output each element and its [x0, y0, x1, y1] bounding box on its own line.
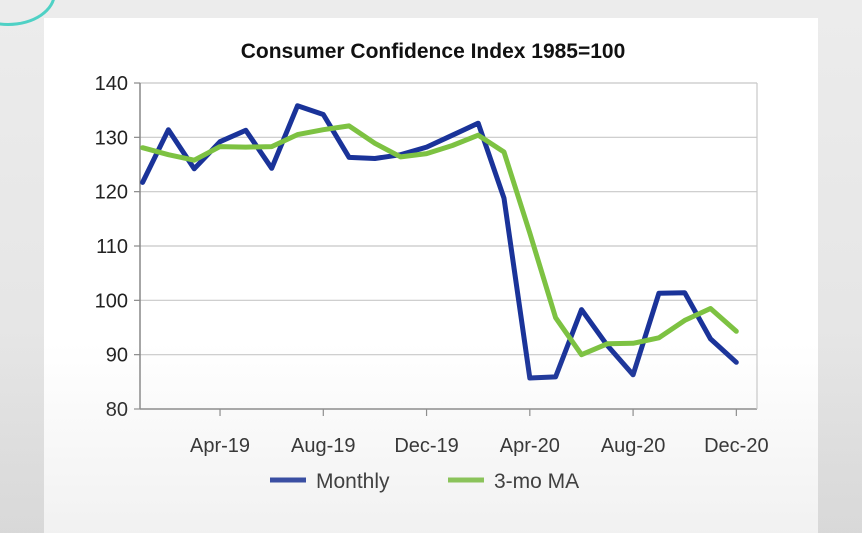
x-tick-label-1: Aug-19	[291, 435, 356, 457]
legend-label-monthly: Monthly	[316, 470, 390, 493]
y-tick-label-90: 90	[106, 345, 128, 367]
x-tick-label-3: Apr-20	[500, 435, 560, 457]
x-axis: Apr-19 Aug-19 Dec-19 Apr-20 Aug-20 Dec-20	[190, 409, 769, 457]
x-tick-label-5: Dec-20	[704, 435, 768, 457]
x-tick-label-0: Apr-19	[190, 435, 250, 457]
x-tick-label-4: Aug-20	[601, 435, 666, 457]
y-tick-label-100: 100	[95, 290, 128, 312]
chart-panel	[44, 18, 818, 533]
legend: Monthly 3-mo MA	[270, 470, 579, 493]
y-axis: 80 90 100 110 120 130 140	[95, 73, 141, 421]
y-tick-label-80: 80	[106, 399, 128, 421]
y-tick-label-130: 130	[95, 127, 128, 149]
chart-title: Consumer Confidence Index 1985=100	[241, 40, 626, 63]
legend-label-3mo-ma: 3-mo MA	[494, 470, 579, 493]
x-tick-label-2: Dec-19	[394, 435, 458, 457]
y-tick-label-120: 120	[95, 182, 128, 204]
series-line-monthly	[140, 103, 739, 381]
y-tick-label-140: 140	[95, 73, 128, 95]
y-tick-label-110: 110	[96, 236, 128, 258]
series-line-3mo-ma	[140, 123, 739, 358]
grid-lines	[140, 82, 758, 410]
series-lines	[140, 103, 739, 381]
